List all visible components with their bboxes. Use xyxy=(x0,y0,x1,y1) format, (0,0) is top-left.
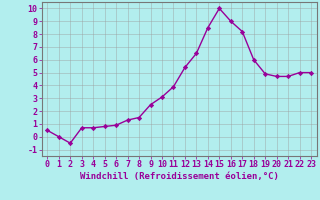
X-axis label: Windchill (Refroidissement éolien,°C): Windchill (Refroidissement éolien,°C) xyxy=(80,172,279,181)
